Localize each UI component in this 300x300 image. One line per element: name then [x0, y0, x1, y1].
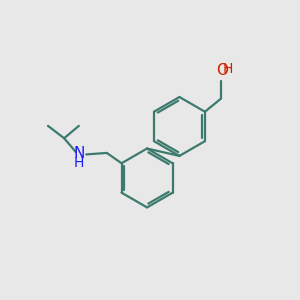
- Text: O: O: [216, 63, 228, 78]
- Text: H: H: [74, 156, 84, 170]
- Text: N: N: [73, 146, 85, 161]
- Text: H: H: [223, 62, 233, 76]
